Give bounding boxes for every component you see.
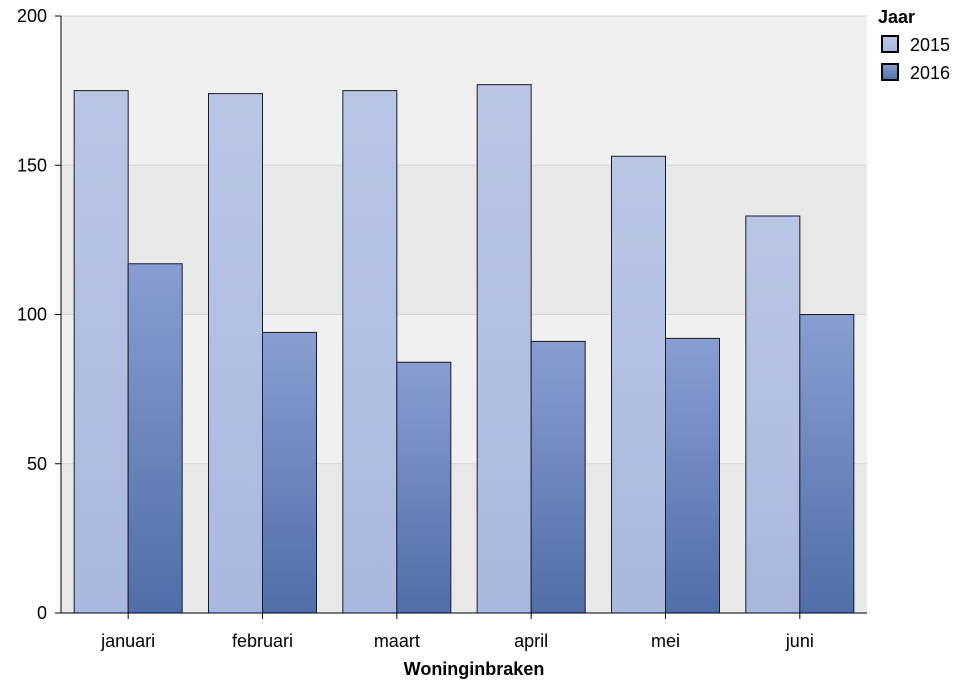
bar-2015-maart xyxy=(342,90,398,614)
bar-2016-januari xyxy=(127,263,183,614)
x-tick-label: februari xyxy=(232,631,293,651)
y-tick-label: 100 xyxy=(17,305,47,325)
legend-label-2016: 2016 xyxy=(910,63,950,83)
legend-swatch-2015 xyxy=(881,35,899,53)
bar-2016-februari xyxy=(262,331,317,614)
y-tick-label: 0 xyxy=(37,603,47,623)
bar-2015-mei xyxy=(611,155,666,614)
x-tick-label: mei xyxy=(651,631,680,651)
y-tick-label: 150 xyxy=(17,155,47,175)
plot-band xyxy=(61,463,867,613)
bar-2016-maart xyxy=(396,361,452,614)
legend-swatch-2016 xyxy=(881,63,899,81)
y-tick-label: 200 xyxy=(17,6,47,26)
gridlines xyxy=(61,15,867,465)
bars xyxy=(73,84,855,614)
x-tick-label: januari xyxy=(100,631,155,651)
bar-2016-mei xyxy=(665,337,720,614)
plot-background xyxy=(61,16,867,613)
legend-title: Jaar xyxy=(878,7,915,27)
plot-band xyxy=(61,16,867,166)
bar-2016-april xyxy=(530,340,586,614)
x-tick-label: maart xyxy=(374,631,420,651)
legend: Jaar 2015 2016 xyxy=(878,7,950,83)
bar-2015-januari xyxy=(73,90,129,614)
plot-band xyxy=(61,314,867,464)
plot-band xyxy=(61,165,867,315)
bar-2015-juni xyxy=(745,215,801,614)
x-axis-ticks: januari februari maart april mei juni xyxy=(100,613,814,651)
legend-label-2015: 2015 xyxy=(910,35,950,55)
x-axis-title: Woninginbraken xyxy=(404,659,545,679)
bar-2016-juni xyxy=(799,314,855,614)
bar-2015-april xyxy=(476,84,532,614)
bar-2015-februari xyxy=(208,93,263,614)
x-tick-label: juni xyxy=(785,631,814,651)
y-axis-ticks: 0 50 100 150 200 xyxy=(17,6,61,623)
x-tick-label: april xyxy=(514,631,548,651)
y-tick-label: 50 xyxy=(27,454,47,474)
